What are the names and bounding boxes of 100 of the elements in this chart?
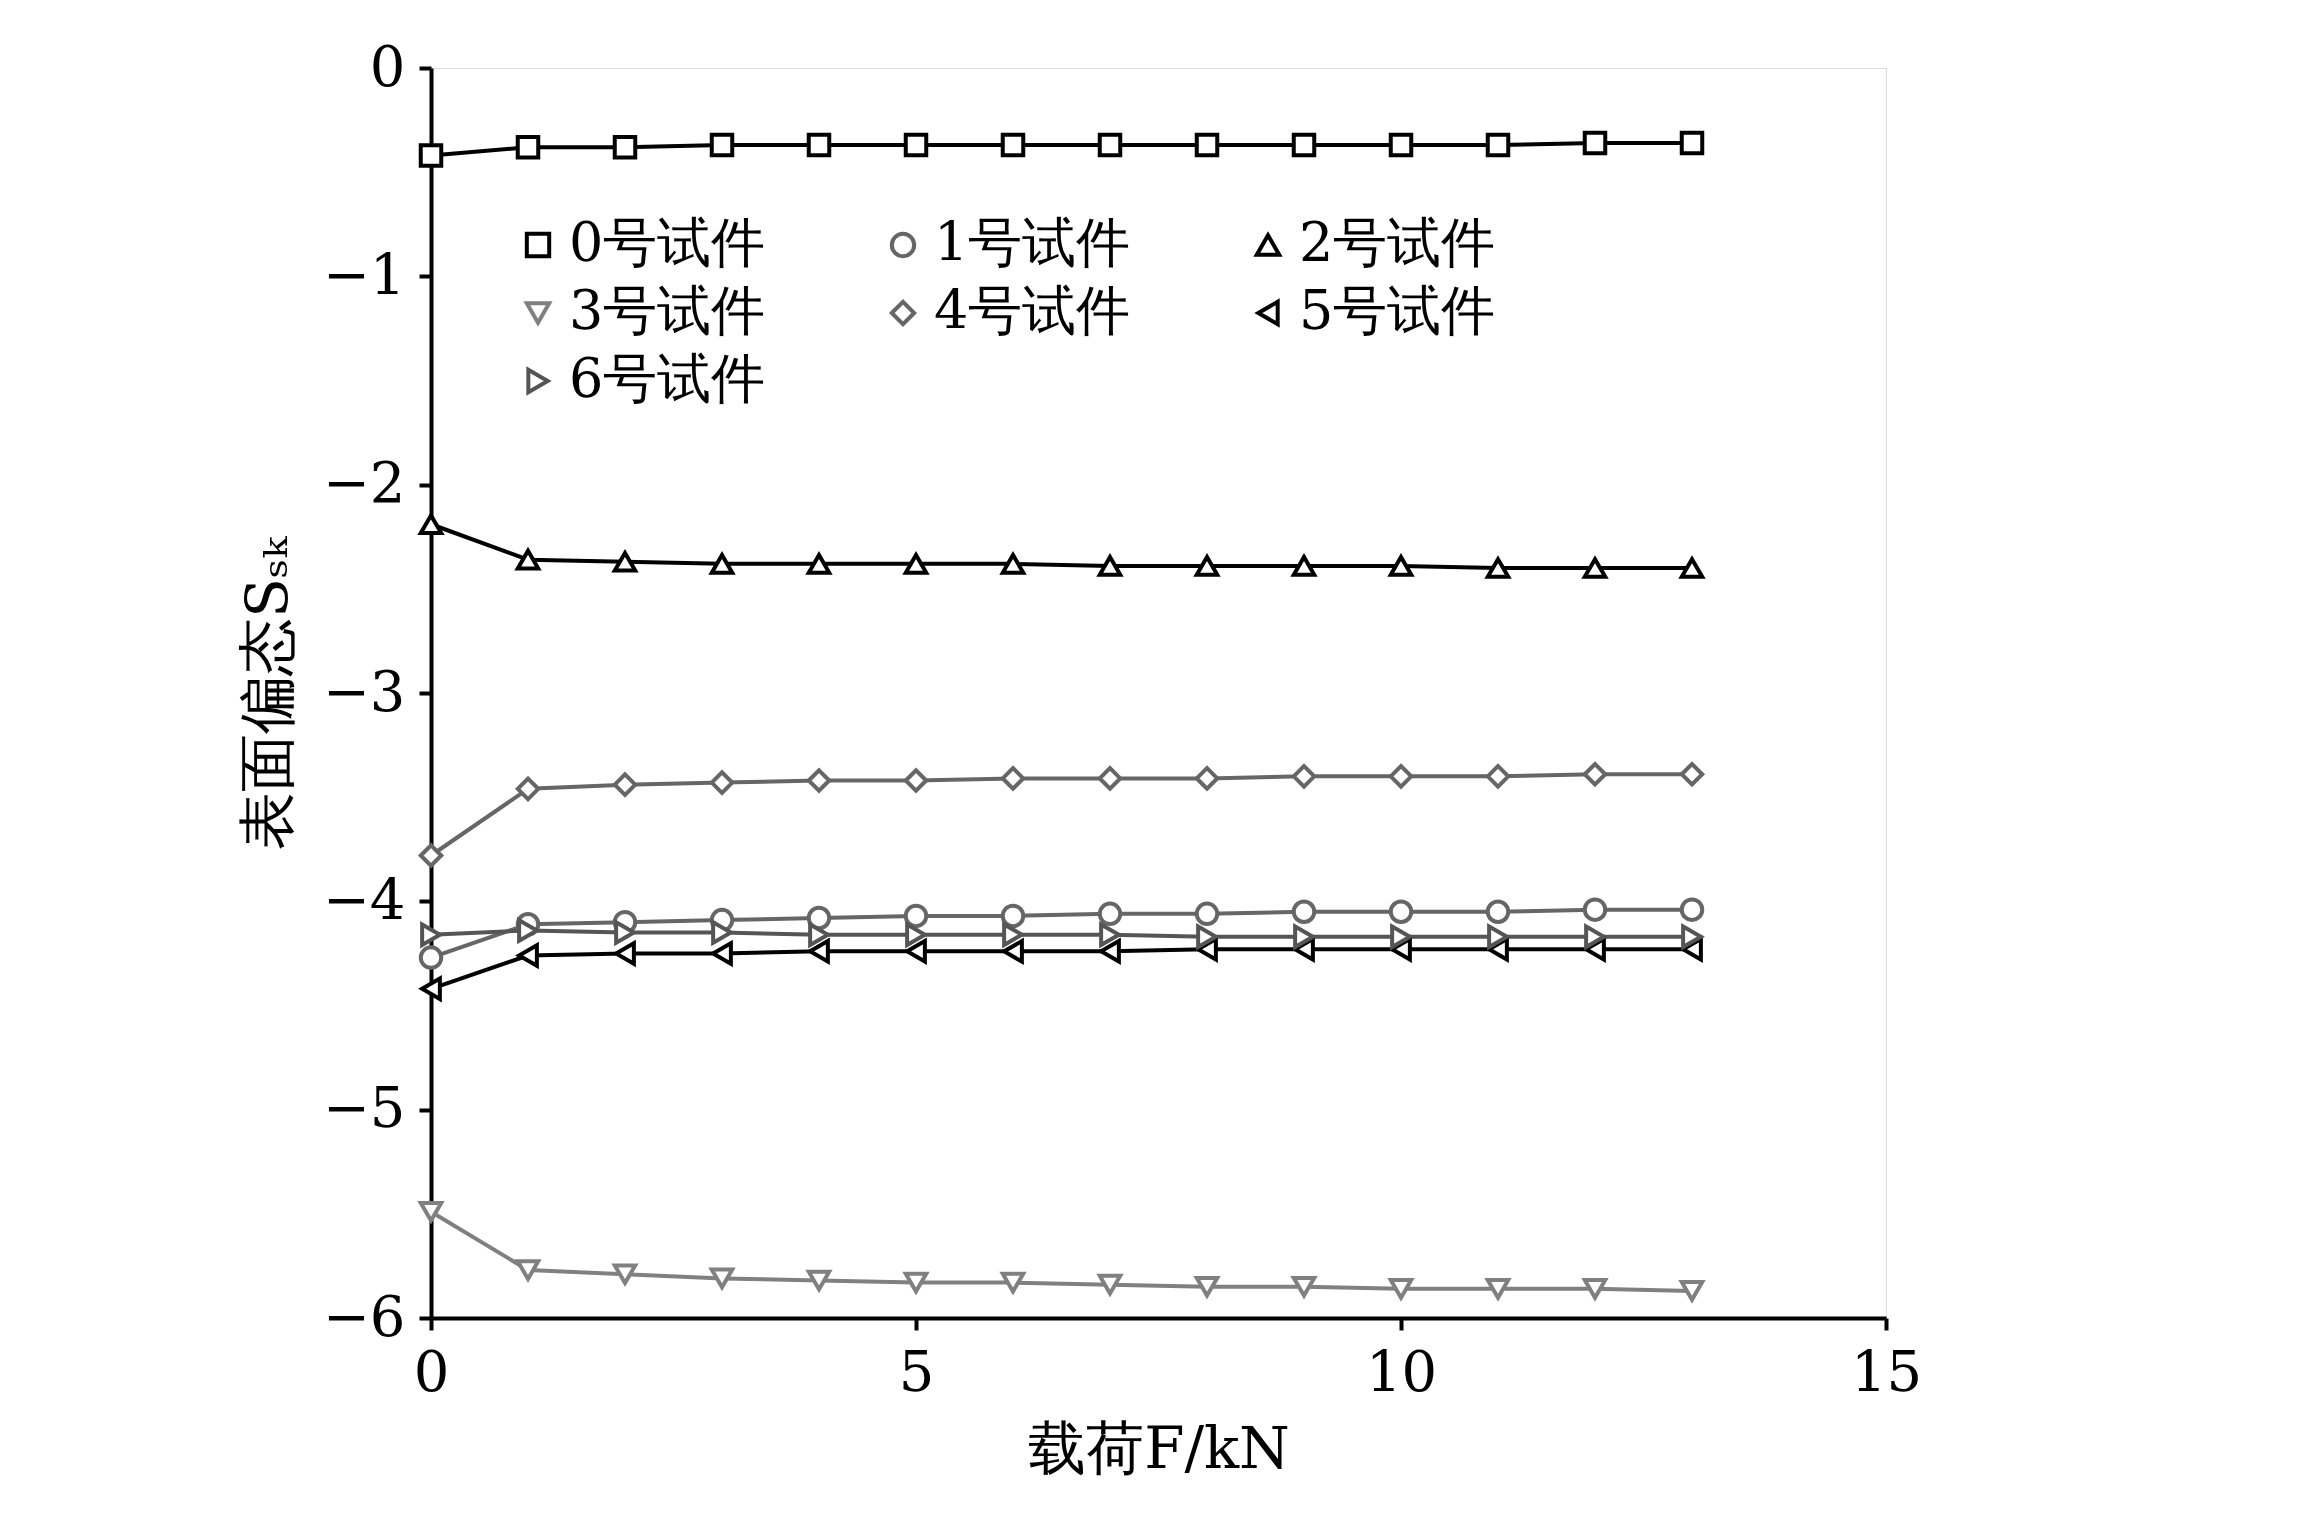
y-tick-label: −5 [322, 1075, 406, 1141]
point [1582, 762, 1608, 787]
point [420, 922, 442, 947]
point [515, 134, 541, 160]
point [517, 943, 539, 968]
legend-label: 4号试件 [934, 279, 1131, 342]
point [1097, 132, 1123, 158]
legend-label: 6号试件 [569, 347, 766, 410]
point [709, 770, 735, 795]
point [1681, 924, 1703, 949]
point [1291, 132, 1317, 158]
legend-label: 5号试件 [1299, 279, 1496, 342]
x-tick-label: 10 [1365, 1338, 1438, 1404]
point [1000, 132, 1026, 158]
point [1196, 937, 1218, 962]
point [612, 550, 638, 573]
point [806, 552, 832, 575]
point [903, 903, 929, 929]
y-tick-label: −2 [322, 450, 406, 516]
x-tick-label: 0 [413, 1338, 450, 1404]
y-tick-label: −1 [322, 241, 406, 307]
point [806, 768, 832, 793]
point [1194, 555, 1220, 577]
point [614, 941, 636, 966]
point [709, 552, 735, 575]
point [1097, 766, 1123, 791]
point [902, 1271, 930, 1296]
point [1582, 557, 1608, 579]
legend-label: 2号试件 [1299, 211, 1496, 274]
point [1582, 130, 1608, 156]
point [808, 922, 830, 947]
point [1291, 764, 1317, 789]
legend-label: 3号试件 [569, 279, 766, 342]
x-tick-label: 15 [1850, 1338, 1923, 1404]
point [711, 941, 733, 966]
point [1679, 1280, 1705, 1302]
point [806, 132, 832, 158]
point [903, 768, 929, 793]
point [1196, 924, 1218, 949]
point [1097, 555, 1123, 577]
point [1487, 937, 1509, 962]
point [1097, 901, 1123, 927]
point [1293, 924, 1315, 949]
point [1584, 937, 1606, 962]
point [709, 1267, 735, 1290]
point [1487, 924, 1509, 949]
point [1291, 899, 1317, 924]
point [1388, 1277, 1414, 1300]
point [612, 134, 638, 160]
x-axis-title: 载荷F/kN [1028, 1413, 1290, 1482]
point [1194, 901, 1220, 927]
y-tick-label: 0 [369, 33, 406, 99]
legend-label: 0号试件 [569, 211, 766, 274]
point [1293, 937, 1315, 962]
point [1099, 922, 1121, 947]
point [418, 1200, 444, 1223]
point [1291, 1275, 1317, 1298]
point [1485, 764, 1511, 789]
point [515, 1259, 541, 1281]
y-tick-label: −6 [322, 1283, 406, 1349]
point [1390, 924, 1412, 949]
point [612, 772, 638, 797]
point [1679, 762, 1705, 787]
point [903, 552, 929, 575]
point [1681, 937, 1703, 962]
y-axis-title: 表面偏态Sₛₖ [232, 535, 301, 850]
point [612, 1263, 638, 1286]
point [515, 776, 541, 802]
point [905, 939, 927, 964]
point [420, 976, 442, 1002]
point [1485, 1277, 1511, 1300]
point [1485, 557, 1511, 579]
point [1388, 764, 1414, 789]
point [1485, 132, 1511, 158]
y-tick-label: −3 [322, 658, 406, 724]
point [905, 922, 927, 947]
point [1000, 903, 1026, 929]
point [614, 920, 636, 945]
point [1194, 132, 1220, 158]
point [806, 905, 832, 931]
point [1388, 899, 1414, 924]
point [517, 918, 539, 943]
point [999, 1271, 1027, 1296]
point [1194, 766, 1220, 791]
point [515, 548, 541, 571]
point [1584, 924, 1606, 949]
point [1000, 766, 1026, 791]
point [1002, 922, 1024, 947]
legend-label: 1号试件 [934, 211, 1131, 274]
point [418, 513, 444, 536]
point [1388, 132, 1414, 158]
point [1291, 555, 1317, 577]
point [806, 1269, 832, 1292]
point [1388, 555, 1414, 577]
point [1582, 897, 1608, 922]
point [1194, 1275, 1220, 1298]
point [1002, 939, 1024, 964]
point [1485, 899, 1511, 924]
point [418, 843, 444, 868]
point [711, 920, 733, 945]
